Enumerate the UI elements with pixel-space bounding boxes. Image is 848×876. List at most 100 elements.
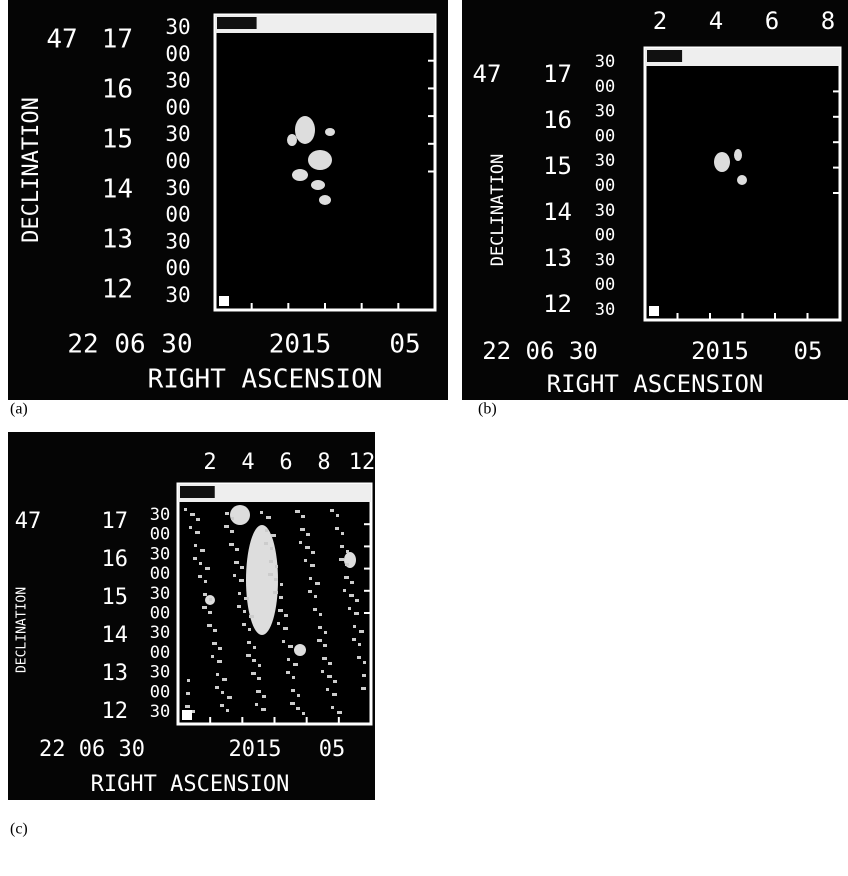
noise-pixel bbox=[358, 643, 361, 646]
noise-pixel bbox=[230, 530, 234, 533]
noise-pixel bbox=[194, 544, 197, 547]
dec-label: 13 bbox=[102, 225, 133, 255]
corner-marker bbox=[649, 306, 659, 316]
dec-label: 13 bbox=[543, 244, 572, 272]
noise-pixel bbox=[225, 512, 229, 515]
dec-minutes: 00 bbox=[150, 682, 170, 702]
dec-minutes: 30 bbox=[165, 122, 190, 146]
dec-label: 17 bbox=[102, 509, 129, 534]
dec-label: 14 bbox=[102, 175, 133, 205]
dec-minutes: 00 bbox=[165, 203, 190, 227]
dec-minutes: 30 bbox=[150, 702, 170, 722]
dec-minutes: 30 bbox=[150, 623, 170, 643]
noise-pixel bbox=[279, 596, 283, 599]
noise-pixel bbox=[187, 679, 190, 682]
dec-label: 16 bbox=[102, 547, 129, 572]
noise-pixel bbox=[352, 638, 356, 641]
noise-pixel bbox=[304, 559, 307, 562]
emission-spot bbox=[230, 505, 250, 525]
dec-minutes: 30 bbox=[165, 283, 190, 307]
noise-pixel bbox=[328, 662, 332, 665]
emission-spot bbox=[308, 150, 332, 170]
panel-label: (c) bbox=[10, 821, 28, 838]
noise-pixel bbox=[341, 532, 344, 535]
ra-label: 2015 bbox=[691, 337, 749, 365]
noise-pixel bbox=[235, 548, 239, 551]
dec-label: 12 bbox=[102, 699, 129, 724]
noise-pixel bbox=[318, 626, 322, 629]
panel-label: (b) bbox=[478, 401, 497, 418]
ra-label: 2015 bbox=[229, 737, 282, 762]
noise-pixel bbox=[246, 654, 251, 657]
noise-pixel bbox=[208, 611, 212, 614]
ra-label: 05 bbox=[794, 337, 823, 365]
noise-pixel bbox=[195, 531, 200, 534]
noise-pixel bbox=[331, 706, 334, 709]
noise-pixel bbox=[190, 513, 195, 516]
noise-pixel bbox=[198, 575, 202, 578]
noise-pixel bbox=[319, 613, 322, 616]
noise-pixel bbox=[282, 640, 285, 643]
dec-minutes: 00 bbox=[595, 275, 615, 295]
emission-spot bbox=[319, 195, 331, 205]
noise-pixel bbox=[280, 583, 283, 586]
noise-pixel bbox=[355, 599, 359, 602]
noise-pixel bbox=[234, 561, 239, 564]
noise-pixel bbox=[330, 509, 334, 512]
scale-label: 2 bbox=[653, 7, 667, 35]
noise-pixel bbox=[346, 550, 349, 553]
dec-minutes: 00 bbox=[150, 643, 170, 663]
noise-pixel bbox=[274, 578, 278, 581]
noise-pixel bbox=[350, 581, 354, 584]
corner-marker bbox=[182, 710, 192, 720]
noise-pixel bbox=[315, 582, 320, 585]
noise-pixel bbox=[293, 663, 298, 666]
noise-pixel bbox=[231, 517, 234, 520]
noise-pixel bbox=[321, 670, 324, 673]
noise-pixel bbox=[255, 703, 258, 706]
dec-minutes: 30 bbox=[595, 300, 615, 320]
panel: 2468471716151413123000300030003000300030… bbox=[462, 0, 848, 400]
scale-label: 8 bbox=[821, 7, 835, 35]
noise-pixel bbox=[203, 593, 207, 596]
noise-pixel bbox=[213, 629, 217, 632]
noise-pixel bbox=[326, 688, 329, 691]
noise-pixel bbox=[211, 655, 214, 658]
noise-pixel bbox=[322, 657, 327, 660]
noise-pixel bbox=[266, 516, 271, 519]
emission-spot bbox=[287, 134, 297, 146]
ra-label: 22 06 30 bbox=[482, 337, 598, 365]
noise-pixel bbox=[337, 711, 342, 714]
dec-label: 15 bbox=[543, 152, 572, 180]
noise-pixel bbox=[185, 705, 190, 708]
dec-minutes: 30 bbox=[150, 584, 170, 604]
noise-pixel bbox=[202, 606, 207, 609]
noise-pixel bbox=[216, 673, 219, 676]
noise-pixel bbox=[311, 551, 315, 554]
noise-pixel bbox=[262, 695, 266, 698]
noise-pixel bbox=[306, 533, 310, 536]
dec-minutes: 30 bbox=[150, 663, 170, 683]
noise-pixel bbox=[296, 707, 300, 710]
noise-pixel bbox=[221, 691, 224, 694]
dec-label: 15 bbox=[102, 585, 129, 610]
noise-pixel bbox=[361, 687, 366, 690]
y-axis-title: DECLINATION bbox=[15, 587, 30, 673]
emission-spot bbox=[246, 525, 278, 635]
noise-pixel bbox=[278, 609, 283, 612]
ra-label: 22 06 30 bbox=[39, 737, 145, 762]
noise-pixel bbox=[348, 607, 351, 610]
noise-pixel bbox=[205, 567, 210, 570]
dec-label: 12 bbox=[543, 290, 572, 318]
noise-pixel bbox=[332, 693, 337, 696]
noise-pixel bbox=[252, 659, 256, 662]
dec-minutes: 00 bbox=[150, 564, 170, 584]
noise-pixel bbox=[271, 534, 276, 537]
noise-pixel bbox=[270, 547, 273, 550]
noise-pixel bbox=[265, 529, 268, 532]
noise-pixel bbox=[333, 680, 337, 683]
ra-label: 05 bbox=[319, 737, 346, 762]
x-axis-title: RIGHT ASCENSION bbox=[148, 365, 383, 395]
corner-marker bbox=[219, 296, 229, 306]
noise-pixel bbox=[275, 565, 278, 568]
